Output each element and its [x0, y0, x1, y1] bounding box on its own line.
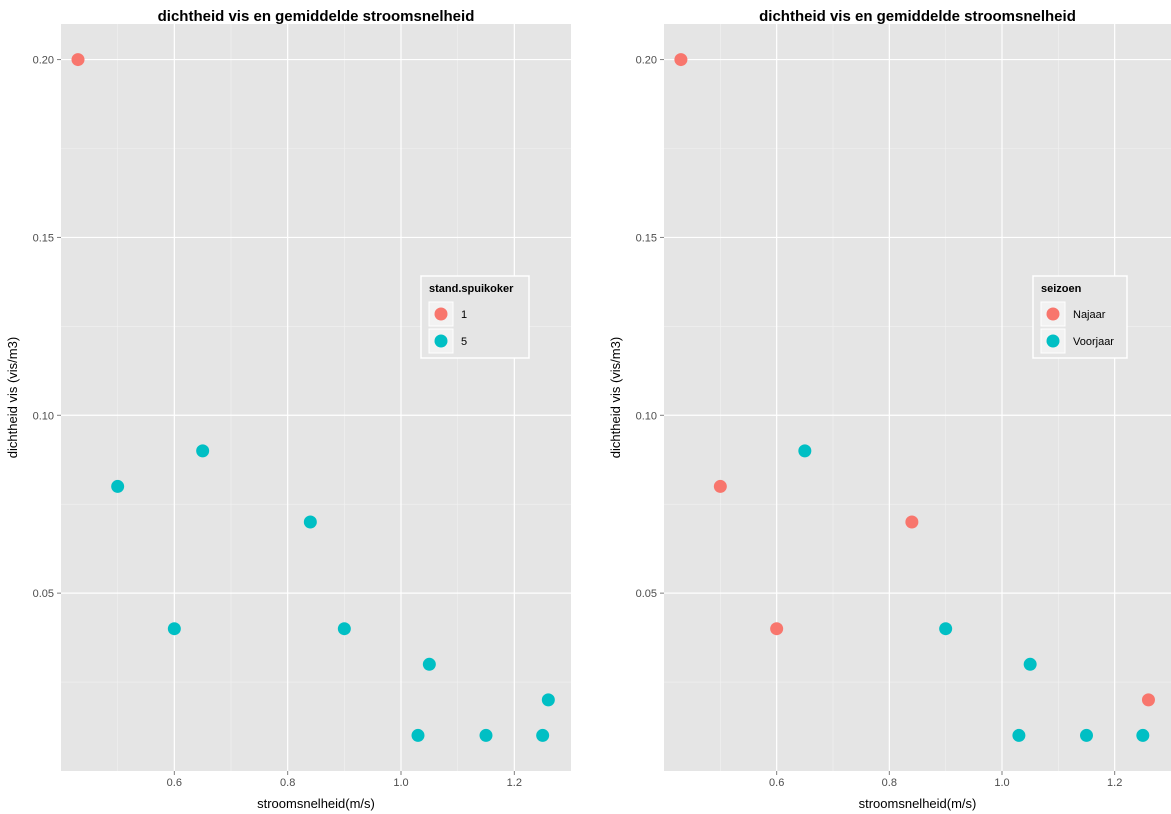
legend-key-point: [1046, 334, 1060, 348]
x-tick-label: 0.8: [280, 777, 295, 789]
data-point: [1023, 657, 1037, 671]
panel-1: 0.6 0.8 1.0 1.2 0.05 0.10 0.15 0.20 dichtheid vi…: [5, 8, 571, 811]
legend-title: stand.spuikoker: [429, 283, 514, 295]
data-point: [479, 728, 493, 742]
legend-key: [428, 328, 454, 354]
y-tick-label: 0.20: [33, 55, 54, 67]
x-tick-label: 1.2: [507, 777, 522, 789]
legend: seizoen Najaar Voorjaar: [1032, 275, 1128, 359]
x-tick-label: 1.0: [994, 777, 1009, 789]
legend-label: Voorjaar: [1073, 336, 1114, 348]
x-tick-label: 0.6: [167, 777, 182, 789]
y-axis-title: dichtheid vis (vis/m3): [608, 337, 623, 458]
y-tick-label: 0.05: [33, 588, 54, 600]
y-tick-label: 0.20: [636, 55, 657, 67]
data-point: [536, 728, 550, 742]
data-point: [1136, 728, 1150, 742]
chart-title: dichtheid vis en gemiddelde stroomsnelhe…: [759, 8, 1076, 25]
legend-label: 5: [461, 336, 467, 348]
data-point: [411, 728, 425, 742]
chart-title: dichtheid vis en gemiddelde stroomsnelhe…: [158, 8, 475, 25]
data-point: [422, 657, 436, 671]
legend-label: Najaar: [1073, 309, 1106, 321]
legend-title: seizoen: [1041, 283, 1082, 295]
data-point: [71, 53, 85, 67]
data-point: [337, 622, 351, 636]
data-point: [303, 515, 317, 529]
legend-label: 1: [461, 309, 467, 321]
data-point: [111, 479, 125, 493]
x-tick-label: 1.2: [1107, 777, 1122, 789]
data-point: [1012, 728, 1026, 742]
panel-2: 0.6 0.8 1.0 1.2 0.05 0.10 0.15 0.20 dichtheid vi…: [608, 8, 1171, 811]
data-point: [905, 515, 919, 529]
data-point: [939, 622, 953, 636]
data-point: [770, 622, 784, 636]
plot-background: [61, 24, 571, 771]
x-tick-label: 0.8: [882, 777, 897, 789]
y-tick-label: 0.15: [636, 232, 657, 244]
data-point: [798, 444, 812, 458]
data-point: [167, 622, 181, 636]
x-axis-title: stroomsnelheid(m/s): [257, 796, 375, 811]
data-point: [1141, 693, 1155, 707]
data-point: [1080, 728, 1093, 742]
y-axis-title: dichtheid vis (vis/m3): [5, 337, 20, 458]
legend-key-point: [434, 334, 448, 348]
legend-key-point: [1046, 307, 1060, 321]
y-tick-label: 0.10: [636, 410, 657, 422]
x-tick-label: 1.0: [393, 777, 408, 789]
x-tick-label: 0.6: [769, 777, 784, 789]
y-tick-label: 0.10: [33, 410, 54, 422]
data-point: [541, 693, 555, 707]
legend-key-point: [434, 307, 448, 321]
legend: stand.spuikoker 1 5: [420, 275, 530, 359]
plot-background: [664, 24, 1171, 771]
data-point: [674, 53, 688, 67]
y-tick-label: 0.15: [33, 232, 54, 244]
y-tick-label: 0.05: [636, 588, 657, 600]
data-point: [196, 444, 210, 458]
x-axis-title: stroomsnelheid(m/s): [859, 796, 977, 811]
data-point: [713, 479, 727, 493]
